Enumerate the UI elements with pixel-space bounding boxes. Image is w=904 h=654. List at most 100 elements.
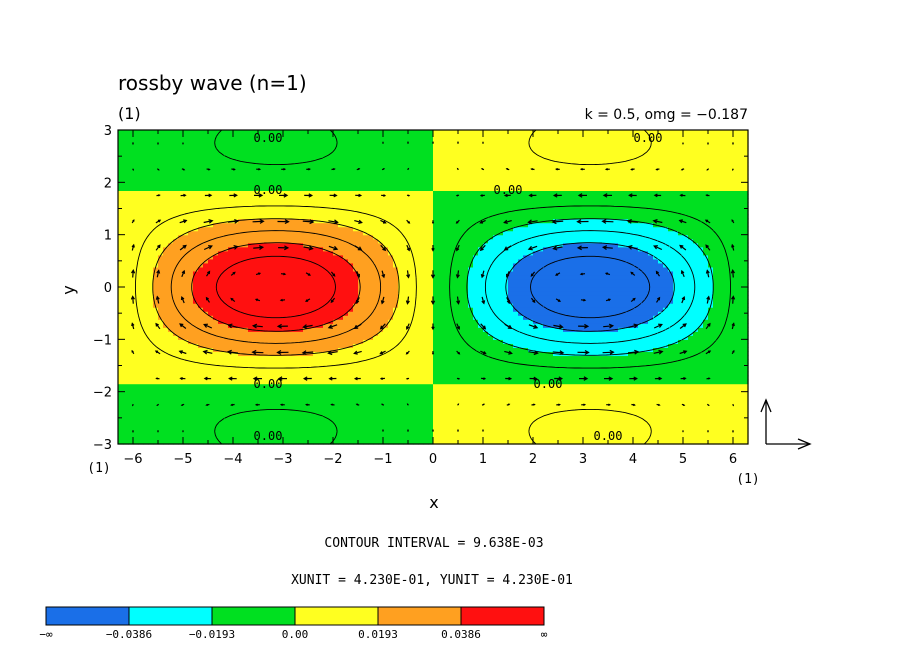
field-cell	[298, 439, 304, 445]
field-cell	[373, 343, 379, 348]
field-cell	[323, 419, 329, 425]
field-cell	[428, 419, 434, 425]
field-cell	[228, 214, 234, 220]
field-cell	[323, 210, 329, 216]
field-cell	[388, 278, 394, 284]
field-cell	[228, 379, 234, 385]
field-cell	[333, 303, 339, 308]
field-cell	[363, 415, 369, 421]
field-cell	[238, 299, 244, 304]
field-cell	[298, 218, 304, 224]
field-cell	[273, 218, 279, 224]
field-cell	[128, 435, 134, 441]
field-cell	[238, 291, 244, 296]
field-cell	[128, 270, 134, 276]
field-cell	[323, 343, 329, 348]
field-cell	[323, 335, 329, 340]
field-cell	[193, 351, 199, 357]
field-cell	[288, 295, 294, 300]
field-cell	[433, 262, 439, 268]
field-cell	[123, 379, 129, 385]
field-cell	[383, 154, 389, 159]
field-cell	[143, 198, 149, 204]
field-cell	[428, 323, 434, 328]
field-cell	[128, 431, 134, 437]
field-cell	[228, 158, 234, 163]
field-cell	[398, 246, 404, 252]
field-cell	[378, 307, 384, 312]
field-cell	[313, 146, 319, 151]
field-cell	[338, 387, 344, 393]
field-cell	[423, 323, 429, 328]
field-cell	[233, 246, 239, 252]
field-cell	[133, 142, 139, 147]
field-cell	[233, 323, 239, 328]
field-cell	[318, 150, 324, 155]
field-cell	[273, 307, 279, 312]
field-cell	[433, 367, 439, 373]
field-cell	[333, 258, 339, 264]
field-cell	[308, 234, 314, 240]
field-cell	[268, 327, 274, 332]
field-cell	[223, 282, 229, 288]
field-cell	[213, 431, 219, 437]
field-cell	[378, 250, 384, 256]
field-cell	[353, 170, 359, 175]
field-cell	[168, 210, 174, 216]
field-cell	[178, 142, 184, 147]
field-cell	[138, 291, 144, 296]
field-cell	[398, 174, 404, 179]
field-cell	[413, 170, 419, 175]
field-cell	[293, 138, 299, 143]
field-cell	[343, 419, 349, 425]
field-cell	[148, 262, 154, 268]
field-cell	[408, 238, 414, 244]
field-cell	[278, 146, 284, 151]
field-cell	[128, 254, 134, 260]
field-cell	[288, 282, 294, 288]
field-cell	[323, 403, 329, 409]
field-cell	[328, 162, 334, 167]
field-cell	[213, 363, 219, 369]
field-cell	[283, 411, 289, 417]
field-cell	[393, 186, 399, 191]
field-cell	[308, 174, 314, 179]
field-cell	[233, 250, 239, 256]
field-cell	[433, 343, 439, 348]
field-cell	[263, 375, 269, 381]
field-cell	[158, 194, 164, 200]
field-cell	[178, 210, 184, 216]
field-cell	[313, 186, 319, 191]
field-cell	[203, 347, 209, 353]
field-cell	[153, 142, 159, 147]
field-cell	[223, 250, 229, 256]
field-cell	[193, 202, 199, 208]
field-cell	[178, 194, 184, 200]
field-cell	[353, 238, 359, 244]
field-cell	[328, 186, 334, 191]
field-cell	[223, 371, 229, 377]
field-cell	[253, 254, 259, 260]
field-cell	[433, 250, 439, 256]
field-cell	[223, 134, 229, 139]
field-cell	[178, 218, 184, 224]
field-cell	[213, 343, 219, 348]
field-cell	[238, 335, 244, 340]
field-cell	[333, 379, 339, 385]
field-cell	[298, 347, 304, 353]
field-cell	[388, 375, 394, 381]
field-cell	[263, 278, 269, 284]
field-cell	[363, 174, 369, 179]
field-cell	[398, 351, 404, 357]
field-cell	[268, 359, 274, 365]
field-cell	[178, 214, 184, 220]
field-cell	[423, 278, 429, 284]
field-cell	[258, 258, 264, 264]
field-cell	[148, 295, 154, 300]
field-cell	[228, 303, 234, 308]
field-cell	[403, 250, 409, 256]
field-cell	[368, 355, 374, 361]
field-cell	[223, 206, 229, 212]
field-cell	[188, 174, 194, 179]
field-cell	[313, 359, 319, 365]
